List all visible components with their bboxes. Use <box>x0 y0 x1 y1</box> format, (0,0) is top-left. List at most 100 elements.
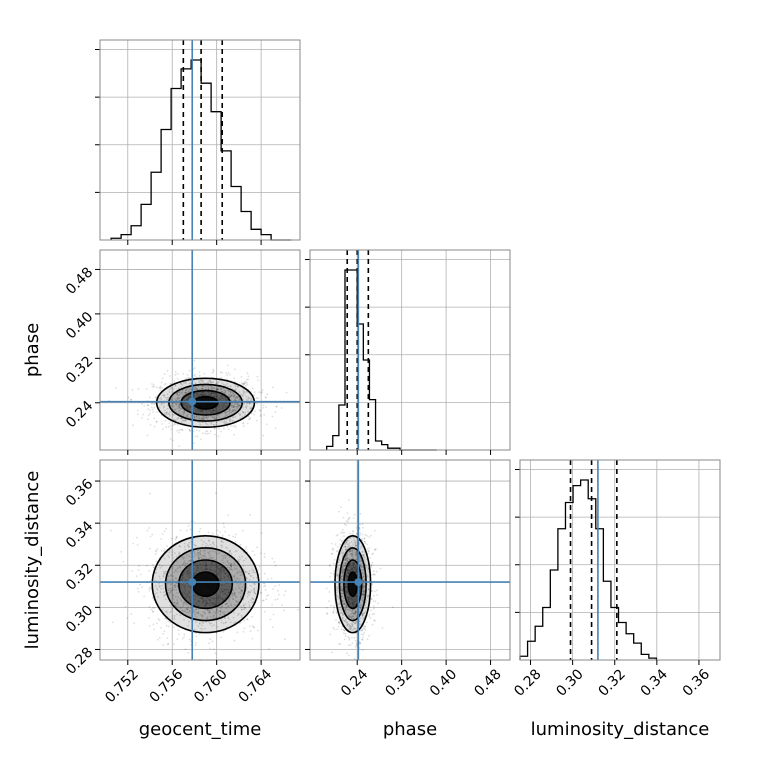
scatter-point <box>208 557 211 559</box>
scatter-point <box>221 559 223 562</box>
scatter-point <box>352 598 355 601</box>
scatter-point <box>340 575 343 578</box>
scatter-point <box>189 406 192 409</box>
scatter-point <box>200 627 202 630</box>
scatter-point <box>224 530 227 533</box>
scatter-point <box>362 585 365 588</box>
scatter-point <box>345 621 348 624</box>
scatter-point <box>221 390 224 393</box>
scatter-point <box>210 421 213 424</box>
scatter-point <box>223 404 226 406</box>
scatter-point <box>183 411 186 413</box>
scatter-point <box>213 387 215 390</box>
scatter-point <box>250 407 253 410</box>
scatter-point <box>340 593 343 596</box>
panel-background <box>520 460 720 660</box>
scatter-point <box>187 408 190 411</box>
scatter-point <box>348 499 350 502</box>
scatter-point <box>181 579 184 582</box>
scatter-point <box>180 556 183 559</box>
scatter-point <box>204 545 207 547</box>
scatter-point <box>198 394 201 397</box>
scatter-point <box>184 586 187 589</box>
scatter-point <box>184 589 187 592</box>
scatter-point <box>219 596 221 598</box>
scatter-point <box>211 602 214 605</box>
scatter-point <box>226 425 229 428</box>
scatter-point <box>162 406 165 409</box>
scatter-point <box>348 516 351 519</box>
scatter-point <box>205 430 208 432</box>
scatter-point <box>149 535 152 538</box>
scatter-point <box>182 394 185 396</box>
scatter-point <box>156 548 159 551</box>
scatter-point <box>230 564 232 567</box>
scatter-point <box>152 384 155 386</box>
scatter-point <box>344 576 347 579</box>
scatter-point <box>342 551 344 554</box>
scatter-point <box>205 604 207 606</box>
scatter-point <box>345 520 348 522</box>
scatter-point <box>151 408 154 411</box>
scatter-point <box>184 584 187 587</box>
scatter-point <box>172 557 175 559</box>
scatter-point <box>197 566 199 569</box>
scatter-point <box>343 531 346 534</box>
scatter-point <box>221 566 223 569</box>
scatter-point <box>221 397 224 399</box>
scatter-point <box>232 406 235 409</box>
scatter-point <box>224 390 227 393</box>
scatter-point <box>247 375 250 378</box>
scatter-point <box>242 395 245 398</box>
scatter-point <box>363 537 366 540</box>
scatter-point <box>188 597 191 599</box>
scatter-point <box>207 551 210 554</box>
scatter-point <box>217 567 219 570</box>
scatter-point <box>168 587 171 590</box>
scatter-point <box>195 632 197 635</box>
scatter-point <box>187 560 190 562</box>
scatter-point <box>224 405 227 408</box>
scatter-point <box>223 415 226 418</box>
scatter-point <box>207 552 210 555</box>
scatter-point <box>246 383 249 386</box>
scatter-point <box>235 588 237 590</box>
scatter-point <box>340 585 342 588</box>
scatter-point <box>173 626 175 629</box>
scatter-point <box>147 404 150 407</box>
scatter-point <box>207 608 209 611</box>
scatter-point <box>351 625 354 628</box>
scatter-point <box>184 389 187 392</box>
x-tick-label-phase: 0.48 <box>471 666 504 699</box>
scatter-point <box>249 514 251 516</box>
scatter-point <box>234 424 236 427</box>
scatter-point <box>193 416 195 419</box>
scatter-point <box>218 427 220 430</box>
scatter-point <box>344 609 347 611</box>
scatter-point <box>202 557 205 560</box>
scatter-point <box>173 643 175 646</box>
scatter-point <box>346 569 349 572</box>
scatter-point <box>199 553 202 556</box>
scatter-point <box>215 616 218 619</box>
scatter-point <box>254 592 257 595</box>
scatter-point <box>193 572 195 575</box>
scatter-point <box>326 606 328 609</box>
scatter-point <box>341 616 344 619</box>
scatter-point <box>208 567 211 570</box>
scatter-point <box>354 595 357 598</box>
scatter-point <box>354 611 357 614</box>
scatter-point <box>213 417 216 420</box>
scatter-point <box>228 551 231 554</box>
scatter-point <box>362 568 365 571</box>
scatter-point <box>209 604 211 607</box>
scatter-point <box>221 390 224 393</box>
scatter-point <box>217 594 220 596</box>
scatter-point <box>240 589 243 592</box>
scatter-point <box>239 621 242 624</box>
scatter-point <box>238 404 241 407</box>
scatter-point <box>363 625 366 627</box>
scatter-point <box>211 387 213 390</box>
scatter-point <box>231 597 234 600</box>
scatter-point <box>205 567 208 569</box>
